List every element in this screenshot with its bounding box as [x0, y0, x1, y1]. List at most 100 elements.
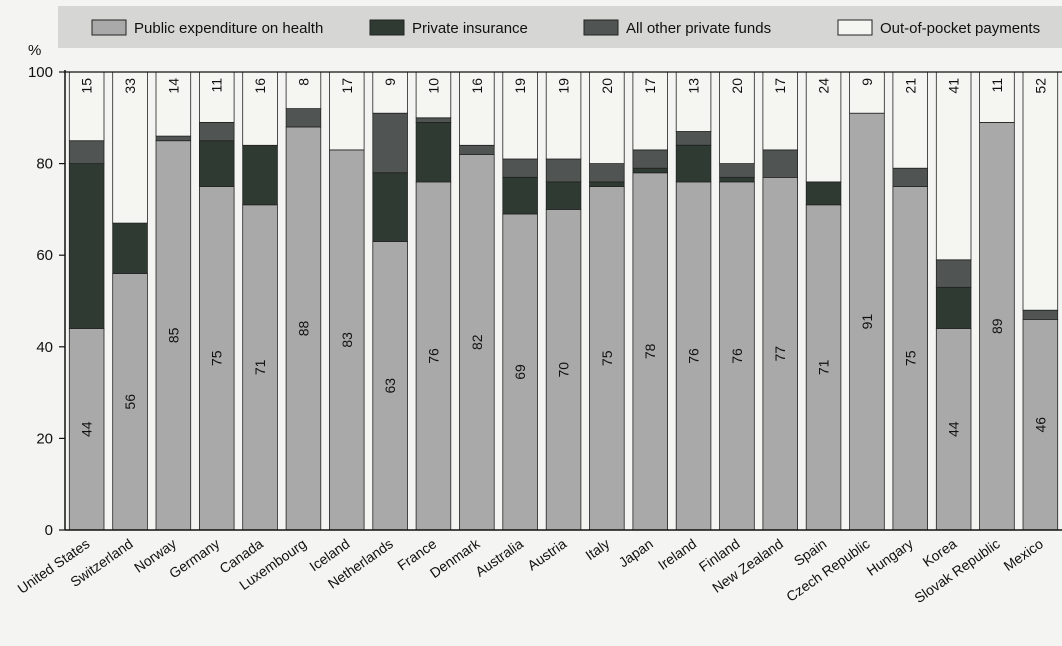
bar-all-other-private-funds-mexico: [1022, 309, 1059, 320]
bar-private-insurance-germany: [198, 140, 235, 187]
category-label-ireland: Ireland: [655, 535, 699, 573]
bar-all-other-private-funds-luxembourg: [285, 108, 322, 128]
bar-public-expenditure-on-health-japan: [632, 172, 669, 531]
bar-all-other-private-funds-italy: [589, 163, 625, 183]
bar-private-insurance-korea: [935, 286, 972, 329]
bar-all-other-private-funds-france: [415, 117, 452, 123]
legend: Public expenditure on health Private insu…: [91, 19, 1040, 37]
bar-out-of-pocket-payments-united-states: [68, 71, 105, 142]
category-label-hungary: Hungary: [863, 535, 916, 578]
value-label-oop-slovak-republic: 11: [989, 78, 1005, 93]
bar-out-of-pocket-payments-australia: [502, 71, 538, 160]
bar-public-expenditure-on-health-united-states: [68, 328, 105, 531]
legend-label-public-expenditure-on-health: Public expenditure on health: [134, 20, 323, 37]
bar-public-expenditure-on-health-korea: [935, 328, 972, 531]
value-label-public-switzerland: 56: [122, 394, 138, 410]
bar-all-other-private-funds-germany: [198, 122, 235, 142]
value-label-oop-luxembourg: 8: [295, 78, 311, 86]
bar-private-insurance-netherlands: [372, 172, 408, 242]
bar-private-insurance-austria: [545, 181, 582, 210]
legend-swatch-private-insurance: [369, 19, 405, 36]
bar-all-other-private-funds-korea: [935, 259, 972, 288]
bar-private-insurance-united-states: [68, 163, 105, 329]
bar-all-other-private-funds-finland: [719, 163, 755, 178]
bar-all-other-private-funds-austria: [545, 158, 582, 183]
value-label-oop-germany: 11: [209, 78, 225, 93]
value-label-oop-austria: 19: [556, 78, 572, 94]
value-label-public-slovak-republic: 89: [989, 318, 1005, 334]
bar-public-expenditure-on-health-mexico: [1022, 318, 1059, 531]
bar-out-of-pocket-payments-mexico: [1022, 71, 1059, 311]
category-label-austria: Austria: [524, 535, 569, 573]
value-label-oop-norway: 14: [165, 78, 181, 94]
value-label-oop-australia: 19: [512, 78, 528, 94]
value-label-oop-netherlands: 9: [382, 78, 398, 86]
value-label-public-canada: 71: [252, 359, 268, 375]
bar-out-of-pocket-payments-france: [415, 71, 452, 119]
value-label-oop-finland: 20: [729, 78, 745, 94]
category-label-italy: Italy: [582, 535, 612, 563]
bar-all-other-private-funds-japan: [632, 149, 669, 169]
bar-private-insurance-italy: [589, 181, 625, 187]
value-label-oop-france: 10: [426, 78, 442, 94]
bar-public-expenditure-on-health-australia: [502, 213, 538, 531]
bar-private-insurance-canada: [242, 144, 278, 206]
value-label-public-mexico: 46: [1032, 417, 1048, 433]
bar-private-insurance-spain: [805, 181, 842, 206]
value-label-oop-denmark: 16: [469, 78, 485, 94]
value-label-oop-ireland: 13: [686, 78, 702, 94]
value-label-public-korea: 44: [946, 421, 962, 437]
value-label-public-czech-republic: 91: [859, 314, 875, 330]
bar-out-of-pocket-payments-netherlands: [372, 71, 408, 114]
bar-public-expenditure-on-health-italy: [589, 186, 625, 531]
value-label-public-finland: 76: [729, 348, 745, 364]
category-label-denmark: Denmark: [427, 535, 484, 581]
y-tick-label-100: 100: [28, 64, 53, 81]
bar-public-expenditure-on-health-germany: [198, 186, 235, 531]
bar-private-insurance-finland: [719, 176, 755, 183]
value-label-public-luxembourg: 88: [295, 321, 311, 337]
bar-all-other-private-funds-norway: [155, 135, 192, 142]
legend-label-private-insurance: Private insurance: [412, 20, 528, 37]
value-label-oop-united-states: 15: [79, 78, 95, 94]
plot-area: 4415563385147511711688883176397610821669…: [68, 71, 1059, 531]
bar-public-expenditure-on-health-hungary: [892, 186, 929, 531]
bar-public-expenditure-on-health-canada: [242, 204, 278, 531]
bar-out-of-pocket-payments-korea: [935, 71, 972, 261]
value-label-oop-switzerland: 33: [122, 78, 138, 94]
bar-public-expenditure-on-health-slovak-republic: [979, 122, 1015, 531]
legend-swatch-public-expenditure-on-health: [91, 19, 127, 36]
value-label-public-denmark: 82: [469, 334, 485, 350]
bar-out-of-pocket-payments-germany: [198, 71, 235, 123]
category-label-japan: Japan: [615, 535, 655, 570]
bar-private-insurance-ireland: [675, 144, 712, 183]
y-tick-label-0: 0: [45, 522, 53, 539]
value-label-public-germany: 75: [209, 350, 225, 366]
legend-swatch-all-other-private-funds: [583, 19, 619, 36]
value-label-oop-new-zealand: 17: [772, 78, 788, 94]
category-label-mexico: Mexico: [1001, 535, 1047, 574]
category-label-australia: Australia: [472, 535, 526, 579]
value-label-oop-spain: 24: [816, 78, 832, 94]
bar-out-of-pocket-payments-iceland: [328, 71, 365, 151]
value-label-public-united-states: 44: [79, 421, 95, 437]
value-label-public-netherlands: 63: [382, 378, 398, 394]
value-label-public-new-zealand: 77: [772, 346, 788, 362]
value-label-public-france: 76: [426, 348, 442, 364]
category-label-united-states: United States: [14, 535, 92, 596]
y-tick-label-40: 40: [36, 339, 53, 356]
bar-out-of-pocket-payments-denmark: [459, 71, 495, 146]
value-label-oop-mexico: 52: [1032, 78, 1048, 94]
bar-public-expenditure-on-health-austria: [545, 208, 582, 531]
bar-all-other-private-funds-ireland: [675, 131, 712, 146]
value-label-public-spain: 71: [816, 359, 832, 375]
bar-public-expenditure-on-health-spain: [805, 204, 842, 531]
bar-all-other-private-funds-new-zealand: [762, 149, 799, 178]
bar-all-other-private-funds-denmark: [459, 144, 495, 155]
value-label-public-australia: 69: [512, 364, 528, 380]
value-label-oop-italy: 20: [599, 78, 615, 94]
bar-all-other-private-funds-united-states: [68, 140, 105, 164]
value-label-public-austria: 70: [556, 362, 572, 378]
y-tick-label-60: 60: [36, 247, 53, 264]
